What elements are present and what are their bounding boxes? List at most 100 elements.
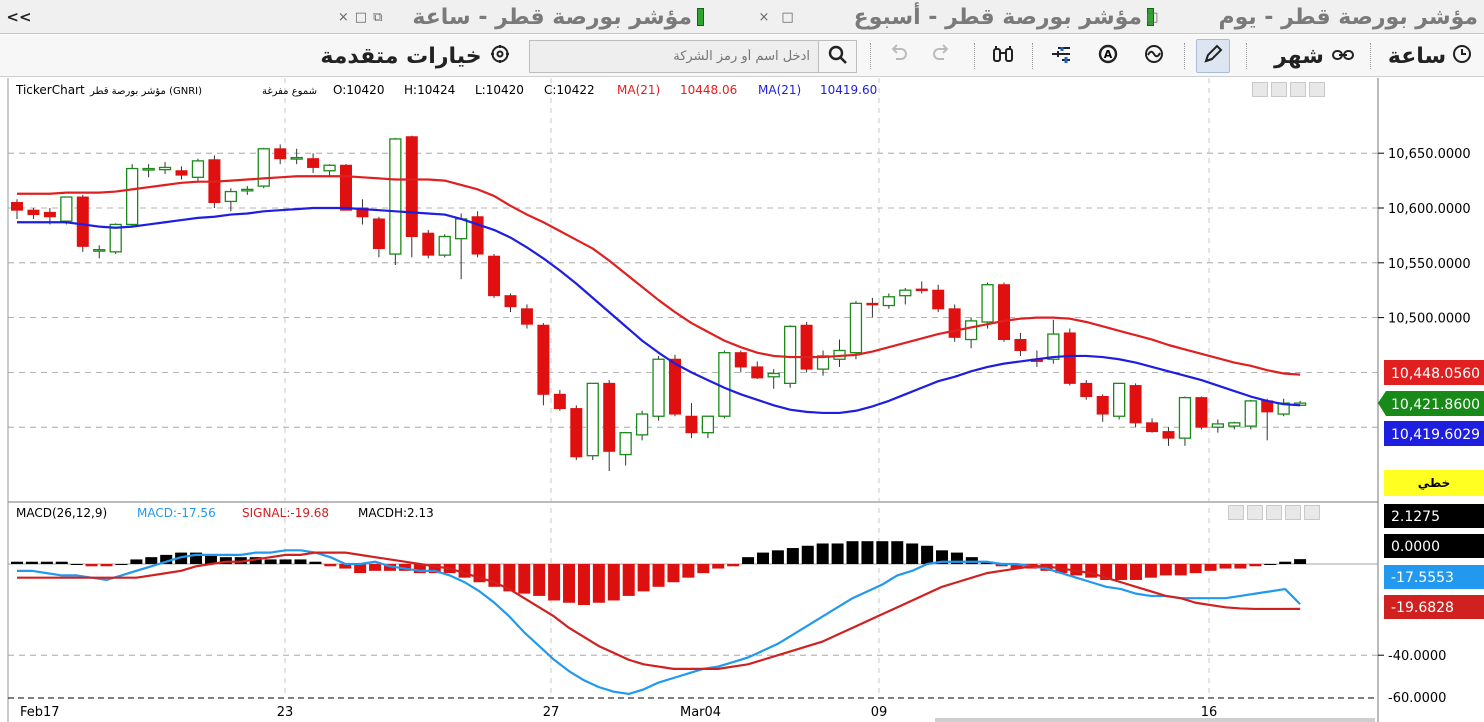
y-tick-label: 10,550.0000 [1388,257,1471,272]
macd-hist-bar-positive [294,559,307,564]
search-button[interactable] [818,41,856,72]
macd-tag-zero: 0.0000 [1384,534,1484,558]
macd-hist-bar-positive [771,550,784,564]
macd-hist-bar-positive [190,552,203,564]
index-name-label: مؤشر بورصة قطر (GNRI) [89,86,202,97]
y-tick-label: 10,650.0000 [1388,147,1471,162]
candle-down [175,170,188,176]
macd-hist-bar-negative [652,564,665,587]
alert-button[interactable]: A [1092,39,1124,73]
macd-name-label: MACD(26,12,9) [16,506,107,520]
candle-down [1162,431,1175,439]
candle-up [1178,396,1192,439]
symbol-search-input[interactable] [530,41,818,72]
tab-bar: << مؤشر بورصة قطر - ساعة ⧉ □ × مؤشر بورص… [0,0,1484,34]
candle-down [734,352,747,368]
move-up-icon[interactable] [1266,505,1282,520]
candle-up [784,325,797,385]
restore-icon[interactable]: ⧉ [373,9,383,25]
panel-menu-icon[interactable] [1309,82,1325,97]
candle-down [1129,385,1142,424]
price-tag-close: 10,421.8600 [1378,391,1484,416]
tab-hourly[interactable]: مؤشر بورصة قطر - ساعة ⧉ □ × [300,0,710,34]
macd-hist-bar-positive [309,561,322,564]
candle-down [800,324,813,370]
maximize-panel-icon[interactable] [1247,505,1263,520]
candle-up [323,164,336,172]
advanced-options-button[interactable]: خيارات متقدمة [310,39,520,73]
panel-menu-icon[interactable] [1304,505,1320,520]
redo-button[interactable] [924,39,958,73]
candle-down [422,232,435,256]
macd-hist-bar-positive [861,541,874,564]
scale-type-button[interactable]: خطي [1384,470,1484,496]
tab-title: مؤشر بورصة قطر - ساعة [412,4,692,30]
macd-hist-bar-positive [965,557,978,564]
macd-hist-bar-positive [756,552,769,564]
close-icon[interactable]: × [337,9,349,25]
macd-hist-bar-positive [786,548,799,564]
collapse-panel-button[interactable]: << [6,8,32,26]
macd-hist-bar-positive [55,561,68,564]
panel-settings-icon[interactable] [1285,505,1301,520]
separator [974,43,975,69]
close-icon[interactable]: × [758,9,770,25]
search-icon [828,45,848,69]
y-tick-label: 10,600.0000 [1388,202,1471,217]
candle-down [669,358,681,415]
svg-text:A: A [1104,48,1113,61]
candle-down [537,324,550,395]
maximize-icon[interactable]: □ [1146,9,1159,25]
panel-settings-icon[interactable] [1290,82,1306,97]
interval-hour-button[interactable]: ساعة [1380,39,1480,73]
separator [1032,43,1033,69]
undo-button[interactable] [882,39,916,73]
macd-hist-bar-positive [130,559,143,564]
macd-hist-bar-negative [1159,564,1172,576]
horizontal-scrollbar[interactable] [935,718,1375,722]
macd-hist-bar-negative [563,564,576,603]
candle-down [932,289,945,310]
maximize-icon[interactable]: □ [781,9,794,25]
candle-up [899,289,912,297]
macd-hist-bar-positive [279,559,292,564]
binoculars-button[interactable] [986,39,1020,73]
candle-down [1080,382,1093,398]
candle-down [915,288,928,292]
binoculars-icon [991,43,1015,70]
ma-blue-line [17,206,1301,415]
macd-hist-bar-negative [354,564,367,574]
macd-hist-bar-negative [503,564,516,592]
candle-down [76,196,89,247]
indicator-button[interactable] [1138,39,1170,73]
move-down-icon[interactable] [1271,82,1287,97]
close-panel-icon[interactable] [1228,505,1244,520]
maximize-icon[interactable]: □ [354,9,368,25]
active-indicator-icon [697,8,704,26]
candle-down [1014,339,1027,351]
draw-tool-button[interactable] [1196,39,1230,73]
macd-tag-text: -17.5553 [1391,570,1454,586]
signal-value-label: SIGNAL:-19.68 [242,506,329,520]
candle-up [224,190,238,203]
candle-up [964,320,978,341]
bars-icon [1048,43,1074,70]
candle-up [389,138,402,255]
macd-line [17,549,1301,696]
macd-hist-bar-negative [369,564,382,571]
tab-daily[interactable]: مؤشر بورصة قطر - يوم □ [1146,0,1484,34]
maximize-panel-icon[interactable] [1252,82,1268,97]
candle-down [405,136,418,237]
macd-tag-text: 2.1275 [1391,509,1440,525]
chart-canvas[interactable]: 10,650.0000 10,600.0000 10,550.0000 10,500.… [0,78,1484,722]
candle-up [454,218,468,240]
interval-month-button[interactable]: شهر [1262,39,1366,73]
tab-weekly[interactable]: مؤشر بورصة قطر - أسبوع □ × [720,0,1160,34]
macd-hist-bar-positive [950,552,963,564]
compare-button[interactable] [1044,39,1078,73]
price-tag-text: 10,421.8600 [1391,397,1480,413]
macd-hist-bar-negative [1219,564,1232,569]
close-value: C:10422 [544,83,595,97]
macd-hist-bar-positive [876,541,889,564]
hist-value-label: MACDH:2.13 [358,506,434,520]
